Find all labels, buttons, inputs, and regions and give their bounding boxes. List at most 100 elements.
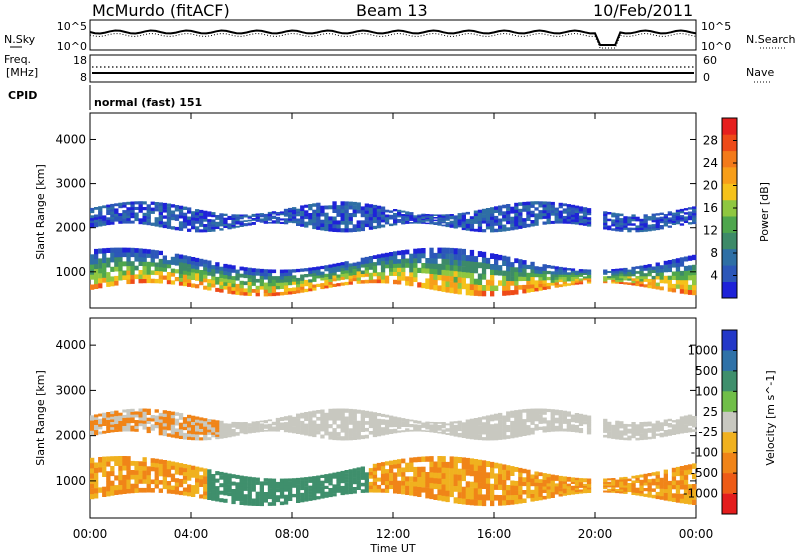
vel-data-cell [255, 502, 260, 506]
vel-data-cell [562, 490, 567, 494]
time-tick-label: 20:00 [578, 527, 613, 541]
power-data-cell [348, 213, 353, 218]
vel-data-cell [162, 429, 167, 433]
vel-data-cell [518, 419, 523, 424]
power-data-cell [510, 210, 515, 214]
vel-data-cell [288, 484, 293, 489]
vel-data-cell [187, 424, 192, 428]
vel-data-cell [150, 479, 155, 485]
power-data-cell [138, 270, 143, 275]
power-data-cell [275, 218, 281, 221]
power-data-cell [494, 219, 499, 223]
vel-data-cell [449, 473, 454, 480]
power-data-cell [304, 221, 309, 225]
vel-data-cell [433, 483, 438, 490]
velocity-x-ticks [89, 318, 697, 518]
power-data-cell [465, 260, 470, 267]
vel-data-cell [683, 430, 689, 433]
power-data-cell [336, 208, 341, 213]
power-data-cell [554, 207, 559, 211]
vel-data-cell [578, 489, 584, 492]
power-data-cell [308, 279, 313, 283]
vel-data-cell [288, 419, 293, 422]
power-data-cell [187, 279, 192, 284]
power-data-cell [409, 276, 414, 282]
power-data-cell [227, 275, 232, 280]
vel-data-cell [449, 428, 454, 431]
power-data-cell [130, 220, 135, 224]
power-data-cell [675, 266, 681, 272]
vel-data-cell [542, 420, 547, 424]
vel-data-cell [639, 428, 644, 432]
vel-data-cell [445, 461, 450, 468]
power-data-cell [679, 270, 685, 276]
vel-data-cell [178, 425, 184, 430]
power-data-cell [134, 206, 139, 210]
vel-data-cell [376, 421, 382, 425]
vel-data-cell [643, 421, 648, 425]
vel-data-cell [655, 481, 660, 486]
power-data-cell [239, 222, 244, 224]
power-data-cell [332, 263, 337, 267]
vel-data-cell [320, 413, 325, 417]
power-data-cell [473, 256, 479, 262]
vel-data-cell [659, 428, 664, 431]
power-data-cell [469, 278, 475, 285]
power-data-cell [203, 213, 208, 217]
power-data-cell [453, 265, 458, 272]
vel-data-cell [187, 472, 192, 477]
power-data-cell [522, 260, 527, 265]
vel-data-cell [211, 424, 216, 428]
power-data-cell [223, 225, 228, 228]
vel-data-cell [324, 427, 329, 432]
power-data-cell [627, 216, 632, 219]
vel-data-cell [207, 469, 212, 474]
vel-data-cell [651, 425, 656, 428]
vel-data-cell [453, 426, 458, 429]
power-data-cell [558, 274, 563, 278]
vel-data-cell [683, 484, 689, 490]
vel-data-cell [166, 410, 172, 415]
power-data-cell [393, 267, 398, 272]
power-data-cell [679, 217, 685, 220]
vel-data-cell [473, 459, 479, 466]
vel-data-cell [538, 417, 543, 421]
vel-data-cell [158, 419, 163, 423]
power-data-cell [647, 284, 652, 289]
power-data-cell [207, 264, 212, 269]
vel-data-cell [550, 494, 555, 498]
vel-data-cell [235, 485, 240, 490]
power-data-cell [150, 270, 155, 275]
vel-data-cell [380, 432, 386, 436]
vel-data-cell [154, 458, 159, 464]
vel-data-cell [130, 483, 135, 489]
vel-data-cell [506, 490, 511, 496]
vel-data-cell [659, 426, 664, 429]
power-data-cell [114, 275, 119, 281]
power-data-cell [247, 267, 252, 272]
vel-data-cell [578, 430, 584, 434]
vel-data-cell [619, 489, 624, 492]
vel-data-cell [170, 414, 176, 419]
power-data-cell [461, 283, 466, 290]
vel-data-cell [441, 473, 446, 479]
vel-data-cell [413, 429, 418, 432]
power-data-cell [316, 206, 321, 210]
vel-data-cell [283, 481, 289, 486]
power-data-cell [570, 274, 576, 277]
vel-data-cell [271, 495, 277, 499]
power-data-cell [546, 276, 551, 281]
vel-data-cell [288, 423, 293, 427]
power-data-cell [243, 220, 248, 222]
vel-data-cell [542, 479, 547, 484]
vel-data-cell [534, 497, 539, 501]
vel-data-cell [126, 411, 131, 415]
vel-data-cell [647, 479, 652, 483]
power-data-cell [130, 261, 135, 266]
power-data-cell [328, 216, 333, 221]
power-data-cell [421, 253, 426, 259]
power-data-cell [312, 203, 317, 207]
vel-data-cell [283, 428, 289, 431]
power-data-cell [647, 228, 652, 232]
power-data-cell [98, 278, 103, 284]
